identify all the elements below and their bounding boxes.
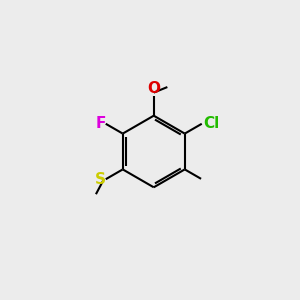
Text: O: O <box>147 81 160 96</box>
Text: F: F <box>95 116 106 131</box>
Text: S: S <box>95 172 106 187</box>
Text: Cl: Cl <box>203 116 219 131</box>
